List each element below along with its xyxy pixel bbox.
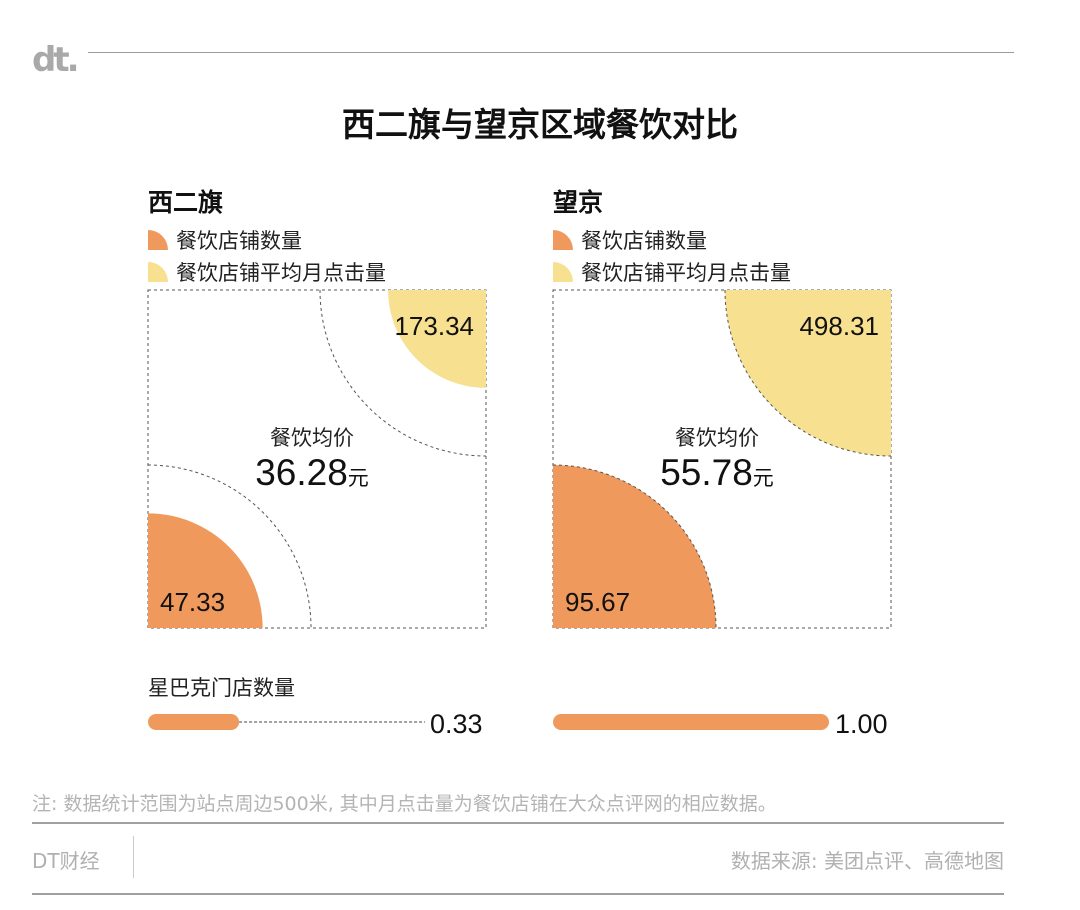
clicks-quarter-circle — [388, 290, 486, 388]
avg-price-value: 36.28元 — [255, 452, 369, 493]
clicks-reference-arc — [724, 289, 892, 457]
region-title-xierqi: 西二旗 — [148, 188, 224, 217]
avg-price-label: 餐饮均价 — [270, 427, 354, 450]
panel-frame — [147, 289, 487, 629]
legend-label: 餐饮店铺平均月点击量 — [581, 261, 791, 285]
count-reference-arc — [552, 464, 717, 629]
panel-frame — [552, 289, 892, 629]
count-reference-arc — [147, 464, 312, 629]
avg-price-value: 55.78元 — [660, 452, 774, 493]
legend-label: 餐饮店铺数量 — [581, 229, 707, 253]
clicks-reference-arc — [319, 289, 487, 457]
starbucks-bar — [553, 714, 829, 730]
legend-item-count: 餐饮店铺数量 — [553, 225, 707, 255]
count-value-label: 95.67 — [565, 587, 630, 617]
source-label: 数据来源: 美团点评、高德地图 — [730, 849, 1004, 873]
brand-label: DT财经 — [32, 849, 100, 873]
bottom-divider — [32, 893, 1004, 895]
legend-item-clicks: 餐饮店铺平均月点击量 — [553, 257, 791, 287]
legend-label: 餐饮店铺平均月点击量 — [176, 261, 386, 285]
region-title-wangjing: 望京 — [553, 188, 604, 217]
clicks-value-label: 498.31 — [799, 311, 879, 341]
legend-label: 餐饮店铺数量 — [176, 229, 302, 253]
clicks-value-label: 173.34 — [394, 311, 474, 341]
footnote: 注: 数据统计范围为站点周边500米, 其中月点击量为餐饮店铺在大众点评网的相应… — [32, 793, 777, 815]
starbucks-label: 星巴克门店数量 — [148, 676, 295, 700]
starbucks-value-label: 1.00 — [835, 709, 888, 739]
dt-logo: dt. — [32, 40, 79, 80]
clicks-quarter-circle — [725, 290, 891, 456]
header-divider — [88, 52, 1014, 53]
avg-price-label: 餐饮均价 — [675, 427, 759, 450]
count-quarter-circle — [553, 465, 716, 628]
count-quarter-circle — [148, 513, 263, 628]
chart-title: 西二旗与望京区域餐饮对比 — [342, 105, 738, 144]
footer-divider — [32, 822, 1004, 824]
legend-item-clicks: 餐饮店铺平均月点击量 — [148, 257, 386, 287]
count-value-label: 47.33 — [160, 587, 225, 617]
footer-separator — [133, 836, 134, 878]
legend-item-count: 餐饮店铺数量 — [148, 225, 302, 255]
starbucks-value-label: 0.33 — [430, 709, 483, 739]
starbucks-bar — [148, 714, 240, 730]
